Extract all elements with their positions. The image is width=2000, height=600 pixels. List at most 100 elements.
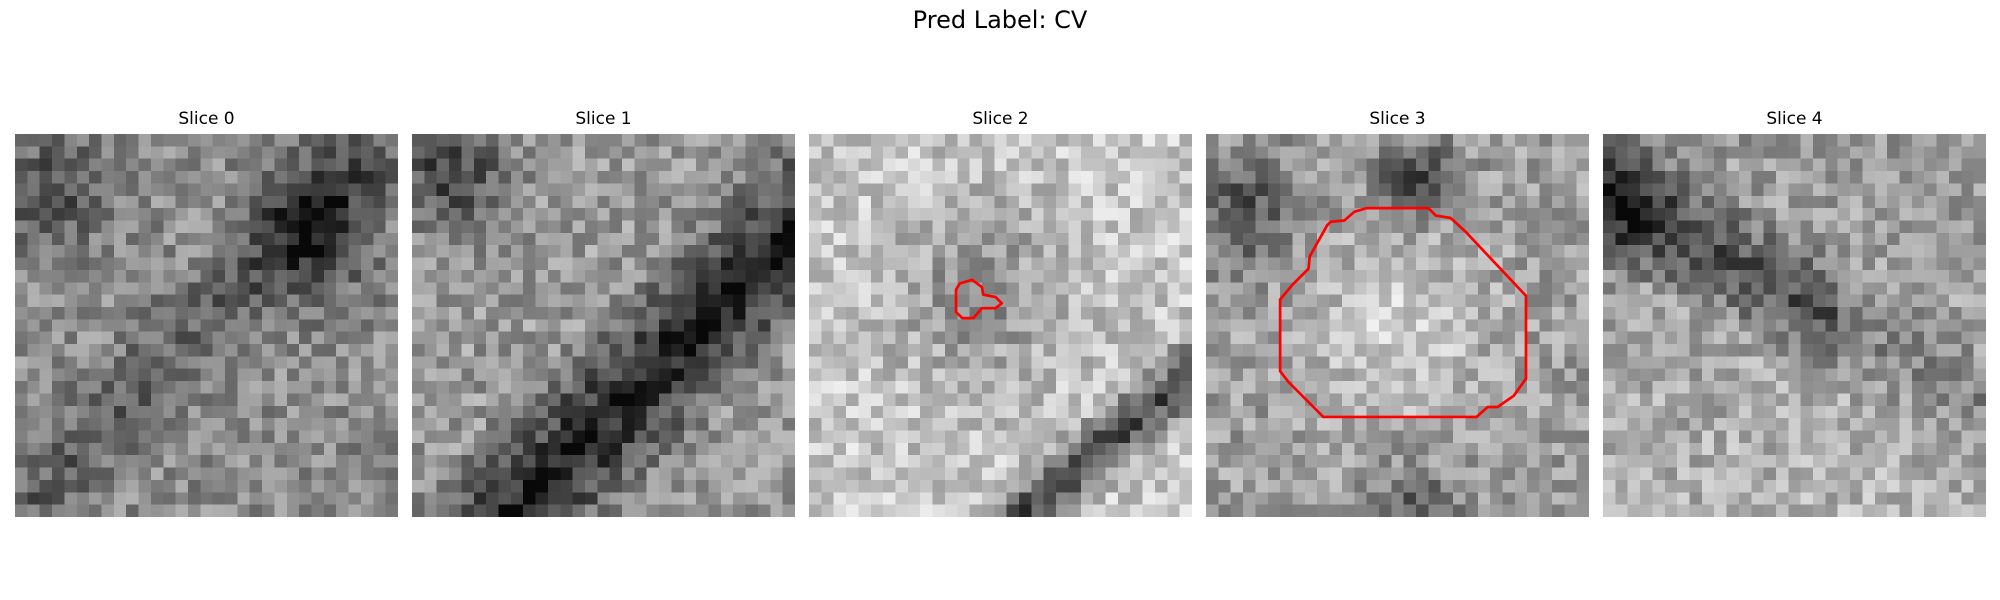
- pixel: [498, 405, 512, 419]
- pixel: [1800, 344, 1814, 357]
- pixel: [1576, 344, 1589, 357]
- pixel: [39, 294, 53, 308]
- pixel: [1019, 195, 1032, 209]
- pixel: [1068, 418, 1082, 431]
- pixel: [969, 257, 983, 271]
- pixel: [89, 492, 102, 505]
- pixel: [920, 306, 933, 320]
- pixel: [858, 492, 872, 505]
- pixel: [113, 356, 127, 369]
- pixel: [895, 430, 909, 444]
- pixel: [523, 171, 536, 184]
- pixel: [262, 220, 275, 234]
- pixel: [1391, 504, 1404, 517]
- pixel: [1490, 208, 1503, 221]
- pixel: [671, 195, 685, 209]
- pixel: [424, 146, 437, 159]
- pixel: [311, 331, 325, 345]
- pixel: [373, 220, 386, 234]
- pixel: [1341, 455, 1355, 468]
- pixel: [1206, 479, 1219, 493]
- pixel: [39, 504, 53, 517]
- pixel: [994, 393, 1007, 407]
- pixel: [870, 208, 884, 221]
- pixel: [1031, 245, 1044, 258]
- pixel: [150, 134, 164, 147]
- pixel: [449, 504, 462, 517]
- pixel: [1837, 220, 1851, 234]
- pixel: [126, 455, 139, 468]
- pixel: [1775, 430, 1789, 444]
- pixel: [1465, 171, 1479, 184]
- pixel: [150, 183, 164, 197]
- pixel: [858, 208, 872, 221]
- pixel: [461, 442, 475, 456]
- pixel: [770, 344, 783, 357]
- pixel: [1924, 381, 1937, 394]
- pixel: [1813, 208, 1826, 221]
- pixel: [126, 171, 139, 184]
- pixel: [1366, 479, 1380, 493]
- pixel: [1911, 356, 1925, 369]
- pixel: [1243, 504, 1256, 517]
- pixel: [1837, 504, 1851, 517]
- pixel: [646, 183, 660, 197]
- pixel: [696, 269, 709, 283]
- pixel: [225, 208, 238, 221]
- pixel: [981, 504, 995, 517]
- pixel: [138, 455, 152, 468]
- pixel: [1551, 492, 1565, 505]
- pixel: [1576, 245, 1589, 258]
- pixel: [1615, 331, 1628, 345]
- pixel: [1899, 294, 1913, 308]
- pixel: [1142, 158, 1156, 172]
- pixel: [1292, 405, 1306, 419]
- pixel: [1973, 344, 1986, 357]
- pixel: [1887, 220, 1900, 234]
- pixel: [1477, 146, 1491, 159]
- pixel: [957, 430, 970, 444]
- pixel: [870, 368, 884, 382]
- pixel: [27, 146, 40, 159]
- pixel: [1230, 430, 1244, 444]
- pixel: [1440, 405, 1454, 419]
- pixel: [200, 393, 213, 407]
- pixel: [15, 393, 28, 407]
- pixel: [708, 492, 722, 505]
- pixel: [1490, 344, 1503, 357]
- pixel: [696, 306, 709, 320]
- pixel: [498, 171, 512, 184]
- pixel: [708, 381, 722, 394]
- pixel: [385, 393, 398, 407]
- pixel: [1093, 269, 1106, 283]
- pixel: [757, 158, 771, 172]
- pixel: [1948, 331, 1962, 345]
- pixel: [150, 455, 164, 468]
- pixel: [510, 405, 524, 419]
- pixel: [101, 331, 115, 345]
- pixel: [225, 146, 238, 159]
- pixel: [597, 158, 610, 172]
- pixel: [1354, 455, 1367, 468]
- pixel: [1292, 479, 1306, 493]
- pixel: [1031, 269, 1044, 283]
- pixel: [1329, 331, 1343, 345]
- pixel: [1378, 294, 1392, 308]
- pixel: [1428, 467, 1441, 481]
- pixel: [412, 504, 425, 517]
- pixel: [1751, 368, 1764, 382]
- pixel: [720, 220, 734, 234]
- pixel: [323, 393, 337, 407]
- pixel: [1403, 232, 1417, 246]
- pixel: [64, 134, 78, 147]
- pixel: [1056, 220, 1069, 234]
- pixel: [323, 232, 337, 246]
- pixel: [1391, 319, 1404, 332]
- pixel: [1179, 467, 1192, 481]
- pixel: [1514, 245, 1528, 258]
- pixel: [572, 195, 586, 209]
- pixel: [809, 208, 822, 221]
- pixel: [683, 195, 697, 209]
- pixel: [733, 294, 746, 308]
- pixel: [323, 183, 337, 197]
